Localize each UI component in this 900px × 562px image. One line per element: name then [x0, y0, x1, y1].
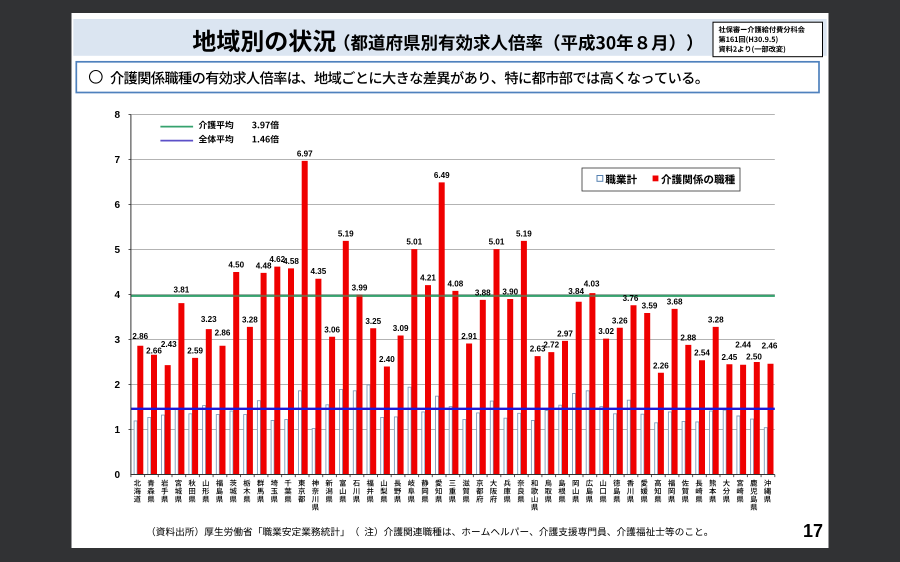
svg-text:5.01: 5.01 — [406, 238, 422, 247]
svg-text:2.59: 2.59 — [187, 346, 203, 355]
svg-text:6: 6 — [114, 200, 120, 211]
svg-text:4.35: 4.35 — [311, 267, 327, 276]
svg-text:3.88: 3.88 — [475, 288, 491, 297]
svg-text:5.19: 5.19 — [338, 229, 354, 238]
svg-text:2.86: 2.86 — [132, 332, 148, 341]
svg-text:3.23: 3.23 — [201, 315, 217, 324]
svg-text:4.21: 4.21 — [420, 274, 436, 283]
svg-text:3.90: 3.90 — [502, 288, 518, 297]
svg-text:3.09: 3.09 — [393, 324, 409, 333]
svg-text:2.63: 2.63 — [530, 345, 546, 354]
svg-text:2.97: 2.97 — [557, 329, 573, 338]
svg-text:2.26: 2.26 — [653, 361, 669, 370]
svg-text:3.59: 3.59 — [642, 302, 658, 311]
svg-text:2.40: 2.40 — [379, 355, 395, 364]
svg-text:7: 7 — [114, 155, 120, 166]
svg-text:2.86: 2.86 — [215, 328, 231, 337]
svg-text:4.08: 4.08 — [448, 279, 464, 288]
svg-text:3.76: 3.76 — [623, 294, 639, 303]
svg-text:5: 5 — [114, 245, 120, 256]
svg-text:2.72: 2.72 — [543, 341, 559, 350]
svg-text:4.50: 4.50 — [228, 261, 244, 270]
svg-text:3.02: 3.02 — [598, 327, 614, 336]
svg-text:5.01: 5.01 — [489, 238, 505, 247]
svg-text:4.62: 4.62 — [269, 255, 285, 264]
svg-text:2.45: 2.45 — [722, 353, 738, 362]
svg-text:3.81: 3.81 — [174, 285, 190, 294]
svg-text:3.68: 3.68 — [667, 297, 683, 306]
svg-text:17: 17 — [803, 521, 823, 541]
svg-text:1: 1 — [114, 425, 120, 436]
svg-text:3.99: 3.99 — [352, 283, 368, 292]
svg-text:2.88: 2.88 — [680, 333, 696, 342]
svg-text:2.50: 2.50 — [746, 352, 762, 361]
svg-text:0: 0 — [114, 470, 120, 481]
svg-text:3.25: 3.25 — [365, 317, 381, 326]
svg-text:4.48: 4.48 — [256, 261, 272, 270]
svg-text:2.91: 2.91 — [461, 332, 477, 341]
svg-text:3.28: 3.28 — [242, 315, 258, 324]
svg-text:6.49: 6.49 — [434, 171, 450, 180]
svg-text:5.19: 5.19 — [516, 229, 532, 238]
svg-text:6.97: 6.97 — [297, 149, 313, 158]
svg-text:3: 3 — [114, 335, 120, 346]
svg-text:2: 2 — [114, 380, 120, 391]
svg-text:4.58: 4.58 — [283, 257, 299, 266]
svg-text:3.06: 3.06 — [324, 325, 340, 334]
svg-text:4.03: 4.03 — [584, 279, 600, 288]
svg-text:2.54: 2.54 — [694, 349, 710, 358]
svg-text:2.66: 2.66 — [146, 347, 162, 356]
svg-text:2.46: 2.46 — [762, 341, 778, 350]
svg-text:3.84: 3.84 — [568, 287, 584, 296]
svg-text:4: 4 — [114, 290, 120, 301]
svg-text:3.26: 3.26 — [612, 316, 628, 325]
svg-text:2.44: 2.44 — [735, 341, 751, 350]
svg-text:8: 8 — [114, 110, 120, 121]
svg-text:2.43: 2.43 — [161, 340, 177, 349]
svg-text:3.28: 3.28 — [708, 315, 724, 324]
